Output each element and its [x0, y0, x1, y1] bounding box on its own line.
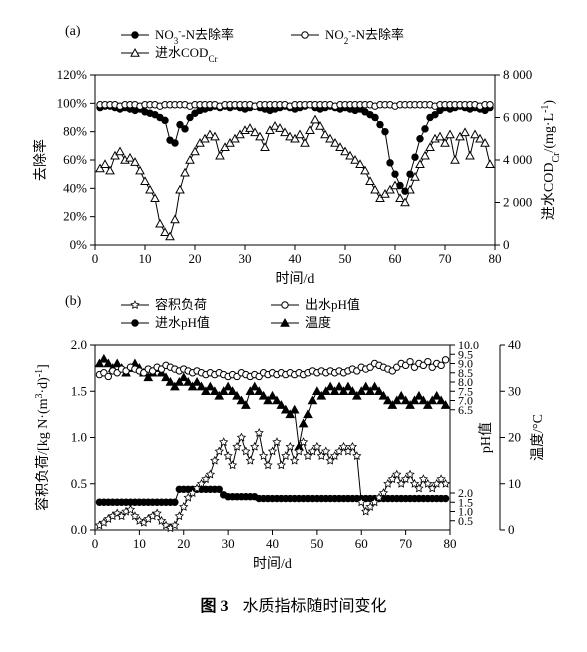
svg-text:80: 80 [444, 536, 457, 551]
svg-text:70: 70 [399, 536, 412, 551]
svg-text:60: 60 [355, 536, 368, 551]
svg-text:80: 80 [489, 251, 502, 266]
svg-text:进水pH值: 进水pH值 [155, 315, 210, 330]
svg-text:时间/d: 时间/d [253, 556, 292, 572]
svg-text:0: 0 [508, 522, 515, 537]
svg-text:100%: 100% [57, 95, 88, 110]
svg-text:0: 0 [503, 237, 510, 252]
svg-text:50: 50 [339, 251, 352, 266]
svg-text:8 000: 8 000 [503, 67, 532, 82]
svg-text:30: 30 [239, 251, 252, 266]
svg-text:进水CODCr: 进水CODCr [155, 45, 217, 64]
svg-text:0%: 0% [70, 237, 88, 252]
svg-text:20: 20 [189, 251, 202, 266]
svg-text:20: 20 [177, 536, 190, 551]
caption-text: 水质指标随时间变化 [243, 598, 387, 615]
svg-text:(a): (a) [65, 24, 81, 39]
svg-text:时间/d: 时间/d [276, 271, 315, 287]
svg-text:40%: 40% [63, 180, 87, 195]
svg-text:0: 0 [92, 536, 99, 551]
svg-text:6 000: 6 000 [503, 110, 532, 125]
svg-text:去除率: 去除率 [32, 139, 49, 181]
caption-label: 图 3 [200, 598, 228, 615]
svg-text:60: 60 [389, 251, 402, 266]
svg-text:(b): (b) [65, 294, 82, 309]
svg-text:10.0: 10.0 [458, 338, 479, 352]
svg-text:20: 20 [508, 430, 521, 445]
svg-text:pH值: pH值 [478, 422, 494, 453]
svg-text:2.0: 2.0 [71, 337, 87, 352]
svg-text:40: 40 [289, 251, 302, 266]
svg-text:20%: 20% [63, 209, 87, 224]
svg-text:10: 10 [508, 476, 521, 491]
figure-container: 0 10 20 30 40 50 60 70 80 时间/d 0% 20% 40% 60% 80% 100% 1… [20, 20, 567, 616]
svg-text:40: 40 [266, 536, 279, 551]
svg-text:80%: 80% [63, 124, 87, 139]
svg-text:温度/°C: 温度/°C [530, 414, 546, 461]
svg-text:0: 0 [92, 251, 99, 266]
svg-text:120%: 120% [57, 67, 88, 82]
svg-text:30: 30 [222, 536, 235, 551]
svg-text:0.0: 0.0 [71, 522, 87, 537]
svg-text:容积负荷: 容积负荷 [155, 297, 207, 312]
svg-text:2 000: 2 000 [503, 195, 532, 210]
svg-text:50: 50 [310, 536, 323, 551]
svg-text:1.5: 1.5 [71, 383, 87, 398]
figure-caption: 图 3 水质指标随时间变化 [20, 592, 567, 616]
chart-panel-a: 0 10 20 30 40 50 60 70 80 时间/d 0% 20% 40% 60% 80% 100% 1… [20, 20, 567, 290]
svg-text:10: 10 [133, 536, 146, 551]
svg-text:40: 40 [508, 337, 521, 352]
svg-text:进水CODCr/(mg·L-1): 进水CODCr/(mg·L-1) [540, 100, 562, 221]
svg-text:2.0: 2.0 [458, 486, 473, 500]
svg-text:60%: 60% [63, 152, 87, 167]
svg-text:70: 70 [439, 251, 452, 266]
svg-text:30: 30 [508, 383, 521, 398]
svg-text:1.0: 1.0 [71, 430, 87, 445]
chart-panel-b: 0 10 20 30 40 50 60 70 80 时间/d 0.0 0.5 1.0 1.5 2.0 容积负荷… [20, 290, 567, 580]
svg-text:NO3--N去除率: NO3--N去除率 [155, 26, 234, 46]
svg-text:温度: 温度 [305, 315, 331, 330]
svg-text:容积负荷/[kg N·(m3·d)-1]: 容积负荷/[kg N·(m3·d)-1] [34, 364, 52, 511]
svg-text:0.5: 0.5 [71, 476, 87, 491]
svg-text:4 000: 4 000 [503, 152, 532, 167]
svg-text:10: 10 [139, 251, 152, 266]
svg-text:NO2--N去除率: NO2--N去除率 [325, 26, 404, 46]
svg-text:出水pH值: 出水pH值 [305, 297, 360, 312]
